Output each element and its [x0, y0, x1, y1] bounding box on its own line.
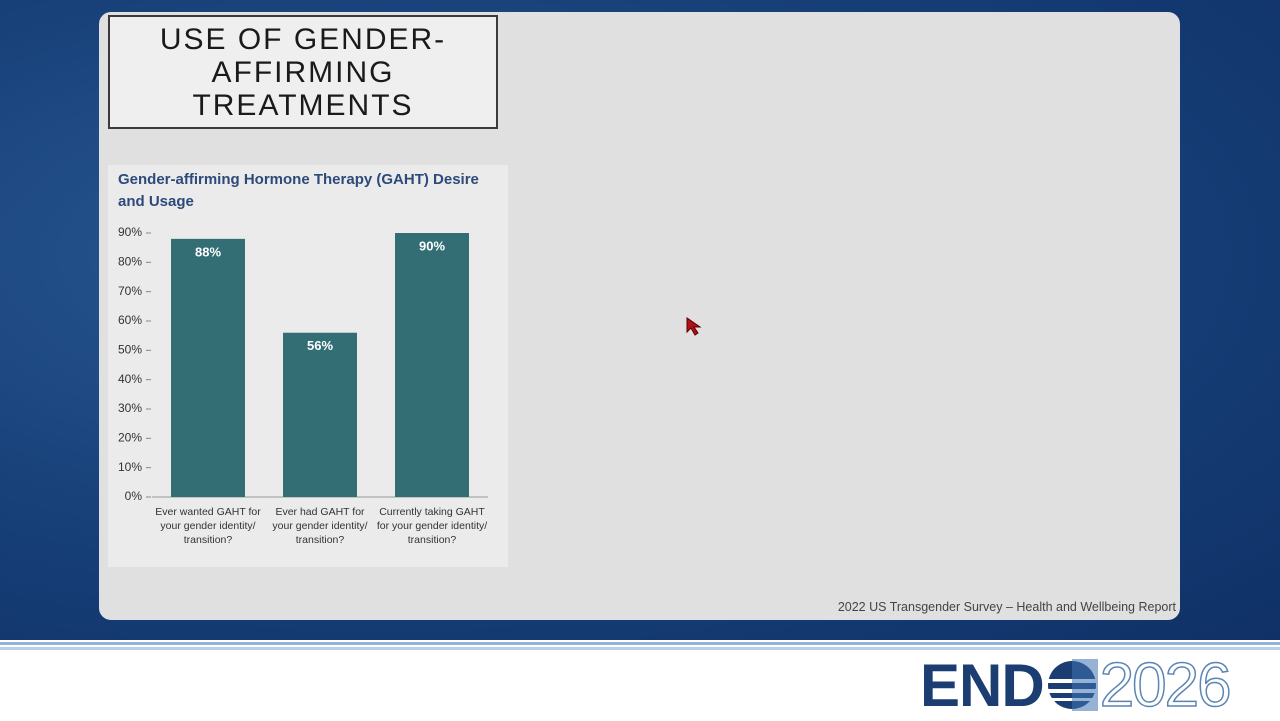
stripe — [0, 647, 1280, 650]
y-tick-label: 60% — [118, 313, 142, 327]
x-tick-label: Currently taking GAHT for your gender id… — [376, 506, 488, 546]
y-tick-label: 70% — [118, 284, 142, 298]
chart-box: Gender-affirming Hormone Therapy (GAHT) … — [108, 165, 508, 567]
y-tick-label: 90% — [118, 225, 142, 239]
y-tick-label: 30% — [118, 401, 142, 415]
logo-year: 2026 — [1099, 650, 1232, 721]
source: 2022 US Transgender Survey – Health and … — [837, 600, 1176, 614]
value-label: 90% — [419, 238, 445, 253]
y-tick-label: 50% — [118, 343, 142, 357]
bar — [171, 238, 245, 497]
value-label: 56% — [307, 338, 333, 353]
cursor — [686, 317, 702, 336]
slide-title: USE OF GENDER-AFFIRMING TREATMENTS — [159, 22, 447, 122]
logo-brand: END — [920, 651, 1045, 719]
x-tick-label: Ever wanted GAHT for your gender identit… — [155, 506, 261, 546]
logo: END 2026 — [920, 650, 1232, 721]
y-tick-label: 40% — [118, 372, 142, 386]
y-tick-label: 0% — [125, 489, 143, 503]
stripe — [0, 642, 1280, 645]
y-tick-label: 20% — [118, 431, 142, 445]
y-tick-label: 10% — [118, 460, 142, 474]
bar — [395, 233, 469, 497]
x-tick-label: Ever had GAHT for your gender identity/ … — [272, 506, 368, 546]
y-tick-label: 80% — [118, 255, 142, 269]
title-box: USE OF GENDER-AFFIRMING TREATMENTS — [108, 15, 498, 129]
value-label: 88% — [195, 244, 221, 259]
logo-globe — [1045, 659, 1098, 711]
chart: 0% 10% 20% 30% 40% 50% 60% 70% 80% 90% 88% 56% 90% — [118, 225, 488, 503]
chart-title: Gender-affirming Hormone Therapy (GAHT) … — [118, 171, 479, 210]
bar — [283, 332, 357, 497]
